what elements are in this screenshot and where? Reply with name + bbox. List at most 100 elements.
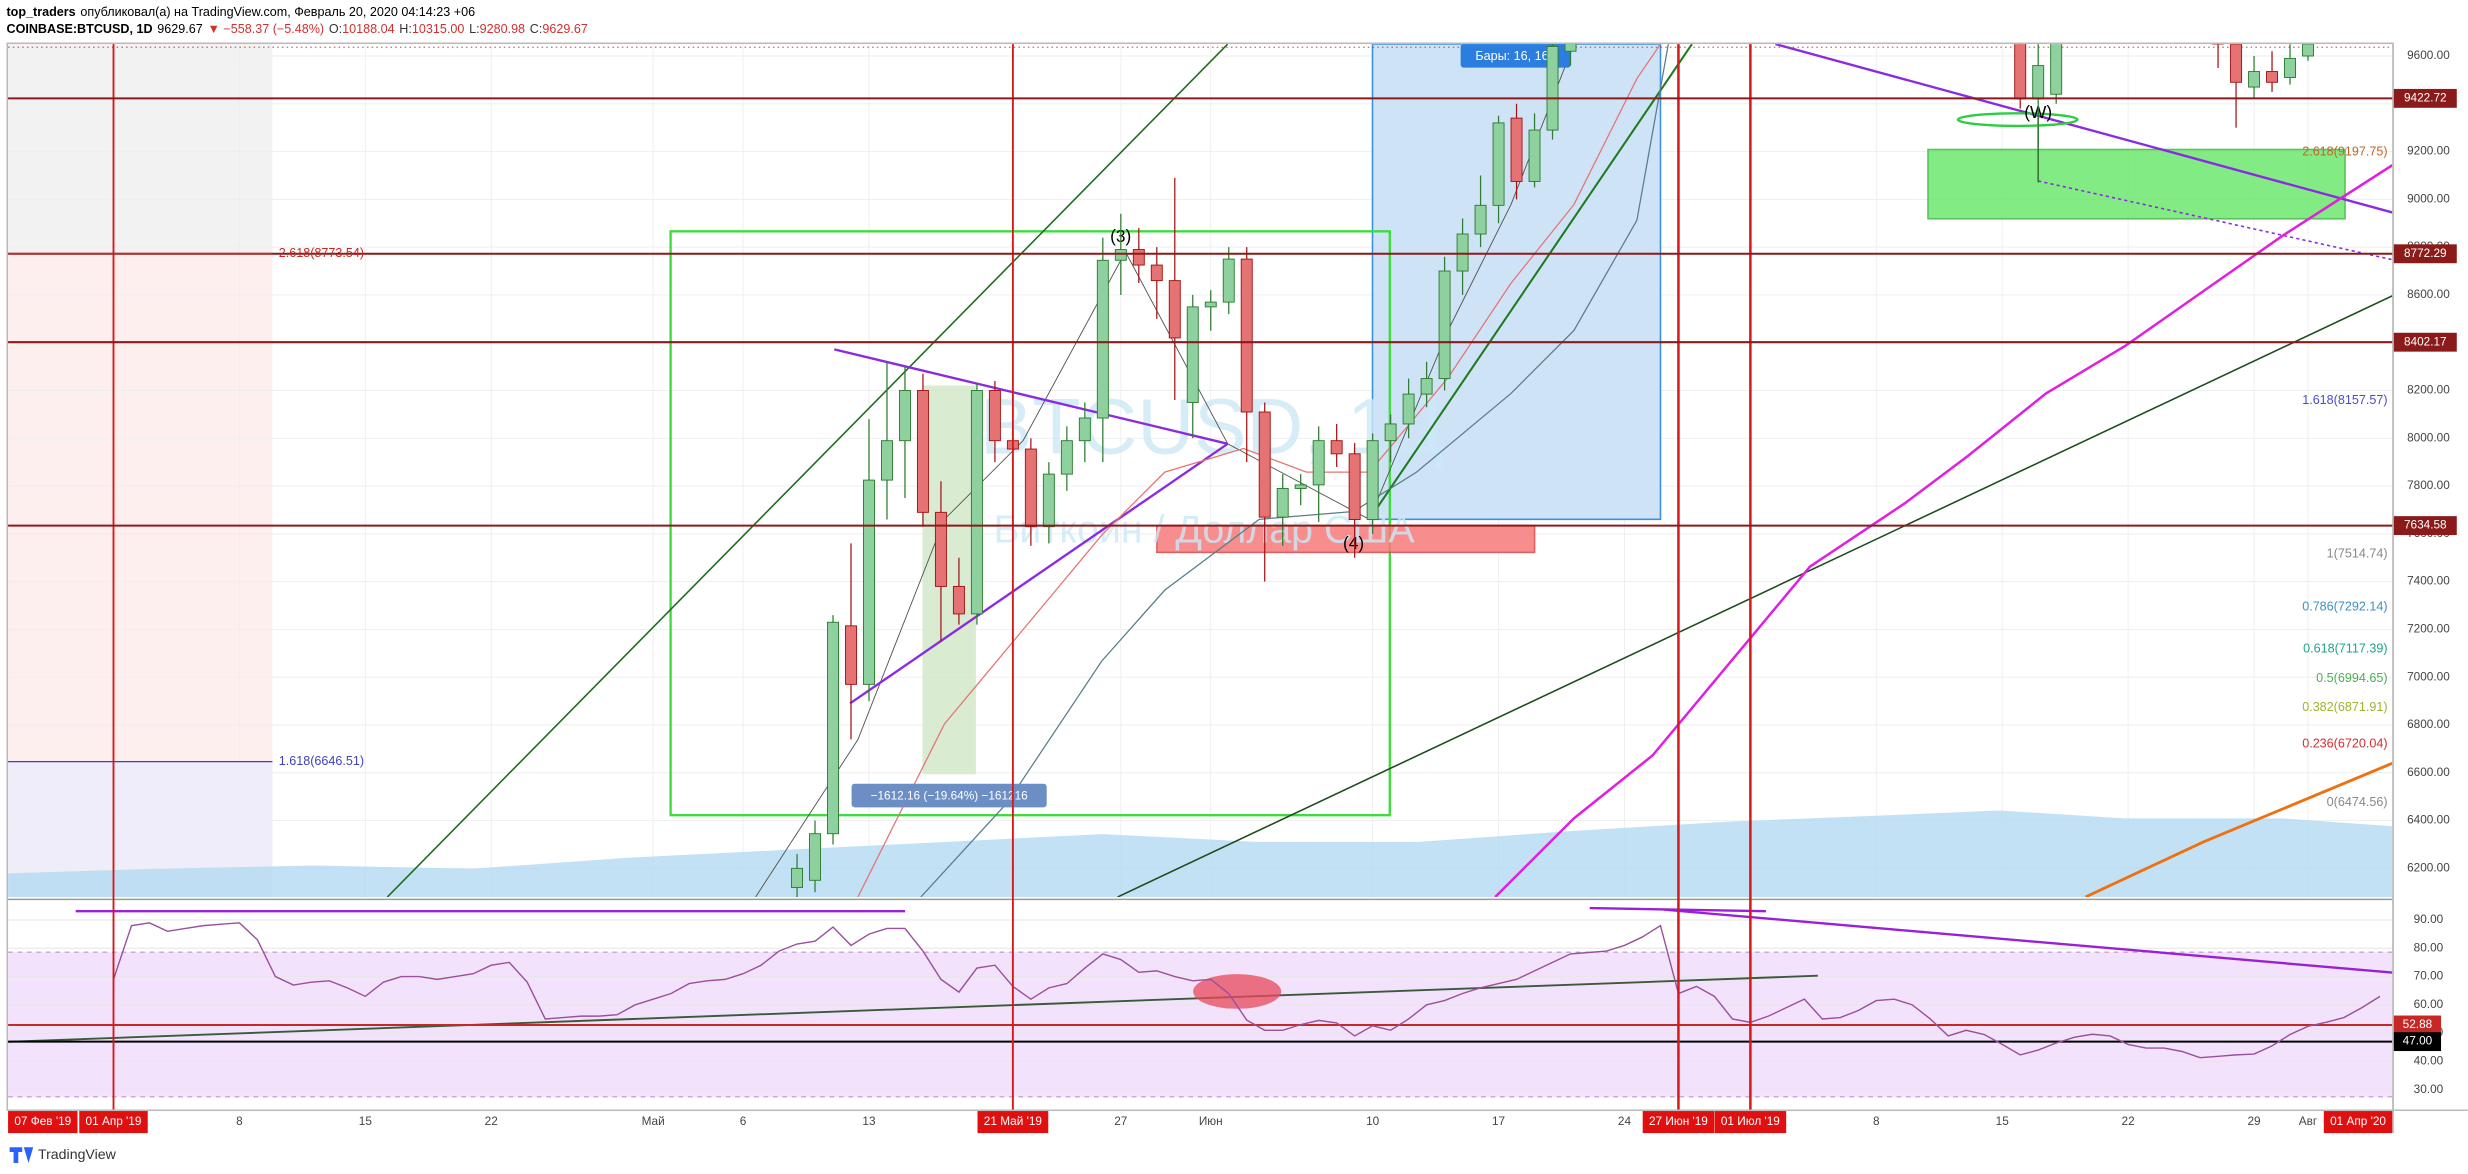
- x-tick-label: 01 Июл '19: [1721, 1114, 1780, 1128]
- y-tick-label: 9600.00: [2407, 48, 2450, 62]
- ohlc-value: 10315.00: [412, 22, 464, 36]
- x-tick-label: 21 Май '19: [984, 1114, 1042, 1128]
- x-tick-label: Июн: [1199, 1114, 1223, 1128]
- trend-line: [386, 44, 1229, 898]
- fib-label: 0.618(7117.39): [2303, 641, 2387, 655]
- candle-body: [1348, 453, 1361, 520]
- symbol: COINBASE:BTCUSD, 1D: [6, 22, 152, 36]
- y-tick-label: 8200.00: [2407, 383, 2450, 397]
- candle-body: [1132, 249, 1145, 266]
- published: опубликовал(а) на TradingView.com, Февра…: [80, 5, 475, 19]
- candle-body: [1150, 264, 1163, 282]
- shade-region: [8, 251, 273, 762]
- candle-body: [1384, 423, 1397, 442]
- bars-label: Бары: 16, 16д: [1475, 49, 1556, 63]
- candle-body: [2284, 57, 2296, 78]
- y-tick-label: 6800.00: [2407, 717, 2450, 731]
- ohlc-value: 10188.04: [342, 22, 394, 36]
- candle-body: [880, 440, 893, 481]
- level-box: [2393, 516, 2457, 536]
- fib-label: 0.236(6720.04): [2302, 736, 2387, 750]
- candle-body: [1546, 45, 1559, 131]
- y-tick-label: 7400.00: [2407, 574, 2450, 588]
- candle-body: [1168, 280, 1181, 339]
- rsi-level-label: 47.00: [2403, 1034, 2433, 1048]
- wave-label: (4): [1343, 533, 1364, 553]
- ohlc-value: 9280.98: [480, 22, 525, 36]
- candle-body: [898, 390, 911, 442]
- fib-label: 1(7514.74): [2327, 547, 2388, 561]
- y-tick-label: 7800.00: [2407, 478, 2450, 492]
- candle-body: [1042, 473, 1055, 528]
- fib-label: 0.786(7292.14): [2302, 600, 2387, 614]
- marker-box: [2323, 1111, 2393, 1134]
- candle-body: [845, 625, 857, 685]
- candle-body: [791, 867, 804, 888]
- candle-body: [1060, 440, 1073, 475]
- edge-label: 07 Фев '19: [14, 1114, 71, 1128]
- trend-line: [1368, 44, 1693, 520]
- candle-body: [827, 621, 839, 835]
- x-tick-label: 17: [1492, 1114, 1505, 1128]
- fib-label: 1.618(6646.51): [279, 754, 364, 768]
- candle-body: [916, 390, 929, 513]
- level-box: [2393, 244, 2457, 264]
- candle-body: [1114, 249, 1127, 261]
- candle-body: [1240, 258, 1253, 413]
- level-box: [2393, 1015, 2442, 1035]
- trend-line: [833, 348, 1228, 445]
- fib-label: 0(6474.56): [2327, 795, 2388, 809]
- label-box: [851, 783, 1047, 808]
- ohlc-key: O:: [329, 22, 342, 36]
- x-tick-label: 29: [2247, 1114, 2260, 1128]
- ohlc-key: H:: [399, 22, 412, 36]
- x-tick-label: Авг: [2299, 1114, 2317, 1128]
- wave-line: [755, 44, 1575, 898]
- candle-body: [2302, 44, 2314, 57]
- candle-body: [1330, 440, 1343, 455]
- fib-label: 0.5(6994.65): [2316, 671, 2387, 685]
- candle-body: [863, 479, 875, 685]
- x-tick-label: 01 Апр '19: [86, 1114, 142, 1128]
- candle-body: [988, 390, 1001, 442]
- y-tick-label: 7200.00: [2407, 622, 2450, 636]
- fib-label: 1.618(8157.57): [2302, 393, 2387, 407]
- candle-body: [1024, 448, 1037, 528]
- x-tick-label: 10: [1366, 1114, 1380, 1128]
- box: [669, 230, 1391, 817]
- ma-line: [2084, 761, 2393, 898]
- y-tick-label: 8000.00: [2407, 430, 2450, 444]
- x-tick-label: 8: [1873, 1114, 1880, 1128]
- shade-region: [8, 44, 273, 252]
- x-tick-label: 27: [1114, 1114, 1127, 1128]
- candle-body: [1222, 258, 1235, 303]
- candle-body: [2050, 44, 2063, 95]
- y-tick-label: 6200.00: [2407, 860, 2450, 874]
- candle-body: [1402, 393, 1415, 425]
- candle-body: [1096, 259, 1109, 419]
- rsi-level-label: 52.88: [2403, 1017, 2433, 1031]
- candle-body: [1492, 122, 1505, 206]
- ema-line: [857, 44, 1661, 898]
- candle-body: [1312, 440, 1325, 486]
- candle-body: [934, 511, 947, 587]
- level-label: 8772.29: [2404, 246, 2447, 260]
- level-box: [2393, 88, 2457, 108]
- volume-area: [8, 810, 2393, 898]
- rsi-tick-label: 90.00: [2414, 912, 2444, 926]
- candle-body: [2230, 44, 2243, 83]
- x-tick-label: 22: [485, 1114, 498, 1128]
- candle-body: [1204, 301, 1217, 308]
- trend-line: [8, 974, 1818, 1043]
- rsi-tick-label: 60.00: [2414, 997, 2444, 1011]
- highlight: [1956, 112, 2079, 128]
- author: top_traders: [6, 5, 75, 19]
- x-tick-label: 8: [236, 1114, 243, 1128]
- candle-body: [1276, 487, 1289, 518]
- x-tick-label: 24: [1618, 1114, 1632, 1128]
- candle-body: [952, 585, 965, 615]
- candle-body: [1510, 117, 1523, 182]
- trend-line: [1663, 908, 2393, 974]
- candle-body: [1474, 204, 1487, 235]
- x-tick-label: 22: [2122, 1114, 2135, 1128]
